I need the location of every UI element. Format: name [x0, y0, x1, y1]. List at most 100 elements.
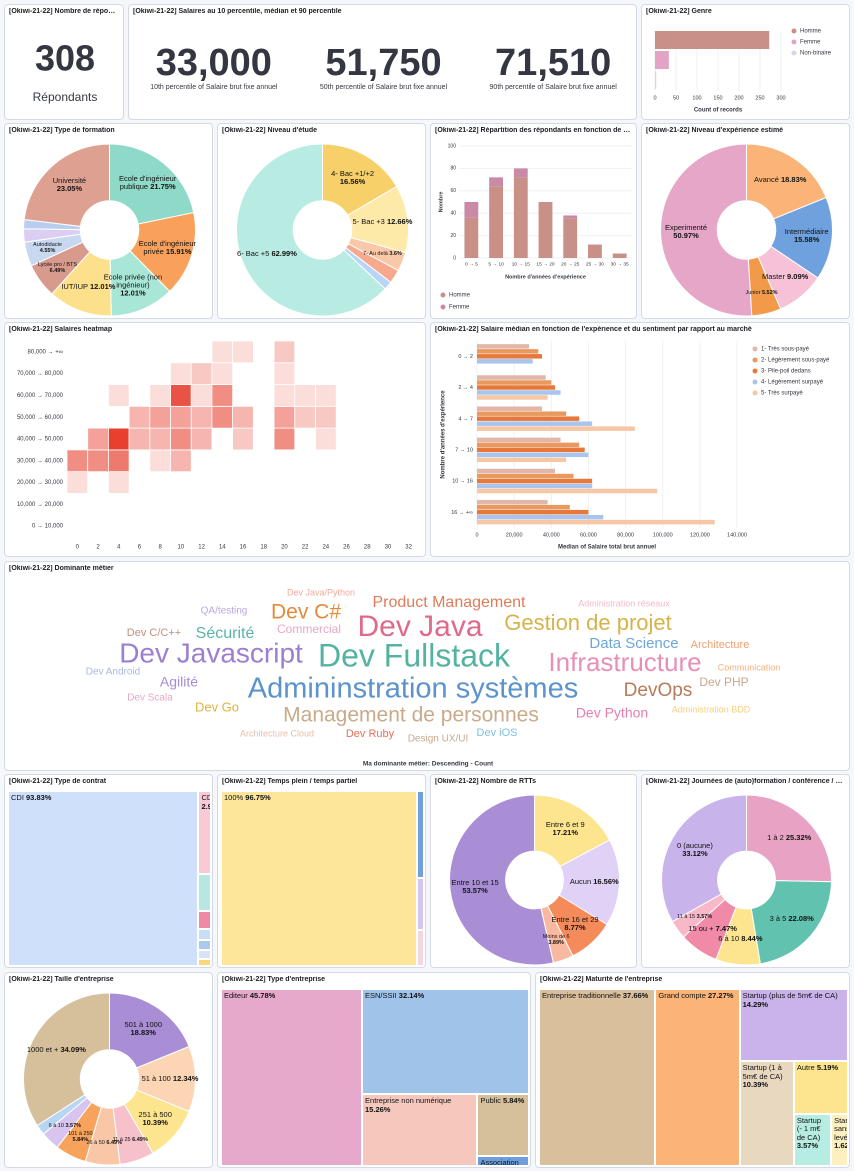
bar	[513, 168, 528, 178]
x-tick-label: 10	[178, 545, 185, 551]
panel: [Okiwi-21-22] Niveau d'étude 4- Bac +1/+2…	[217, 123, 426, 319]
legend-marker	[752, 357, 758, 363]
x-tick-label: 0	[653, 95, 656, 101]
slice-name: Ecole d'ingénieur publique	[119, 173, 177, 192]
metric-label: 90th percentile of Salaire brut fixe ann…	[490, 84, 618, 91]
legend-label: Homme	[800, 29, 822, 35]
word: Design UX/UI	[408, 734, 469, 745]
slice-name: 26 à 50	[86, 1140, 105, 1147]
word: Data Science	[589, 635, 678, 652]
slice-value: 12.34%	[172, 1073, 199, 1083]
y-tick-label: 0	[453, 255, 456, 261]
slice-name: 11 à 25	[112, 1137, 131, 1144]
slice-label: 1 à 2 25.32%	[759, 833, 819, 842]
slice-label: 5- Bac +3 12.66%	[352, 216, 413, 226]
bar	[477, 395, 548, 400]
heat-cell	[87, 427, 109, 451]
x-tick-label: 2	[96, 545, 100, 551]
slice-name: 251 à 500	[138, 1109, 172, 1119]
y-tick-label: 2 → 4	[458, 385, 473, 391]
slice-label: Lycée pro / BTS 6.49%	[37, 262, 77, 274]
slice-value: 3.89%	[548, 939, 564, 946]
bar	[477, 437, 561, 443]
y-tick-label: 60,000 → 70,000	[17, 393, 64, 399]
word: Dev Android	[86, 667, 140, 678]
x-tick-label: 200	[734, 95, 743, 101]
cell-value: 14.29%	[742, 999, 769, 1009]
x-tick-label: 100	[692, 95, 701, 101]
cell-name: Startup (1 à 5m€ de CA)	[742, 1063, 783, 1081]
x-tick-label: 14	[219, 545, 226, 551]
y-tick-label: 20,000 → 30,000	[17, 480, 64, 486]
pie-slice	[23, 143, 110, 227]
slice-label: 26 à 50 6.49%	[84, 1140, 124, 1146]
x-tick-label: 5 → 10	[488, 261, 504, 267]
x-tick-label: 24	[322, 545, 329, 551]
x-tick-label: 40,000	[543, 532, 560, 538]
panel: [Okiwi-21-22] Nombre de RTTs Entre 6 et 9…	[430, 774, 637, 968]
slice-value: 15.58%	[793, 235, 820, 245]
pie-slice	[558, 839, 620, 926]
y-tick-label: 0 → 10,000	[32, 524, 64, 530]
slice-name: 5- Bac +3	[352, 216, 385, 226]
slice-name: 0 (aucune)	[676, 840, 713, 850]
y-tick-label: 10 → 16	[452, 479, 473, 485]
treemap-cell: Entreprise non numérique 15.26%	[362, 1093, 478, 1166]
word: Administration BDD	[672, 704, 751, 714]
legend-label: Non-binaire	[800, 51, 832, 57]
x-axis-title: Count of records	[694, 108, 743, 114]
slice-name: Junior	[745, 289, 761, 296]
bar	[563, 218, 578, 258]
legend-label: 3- Pile-poil dedans	[761, 369, 811, 375]
panel: 0 20,000 40,000 60,000 80,000 100,000 120,000 1…	[430, 322, 850, 557]
x-axis-title: Median of Salaire total brut annuel	[558, 545, 656, 551]
bar	[563, 215, 578, 219]
metric-value: 51,750	[325, 42, 441, 84]
slice-label: Experimenté 50.97%	[656, 223, 716, 241]
word: Product Management	[373, 594, 527, 611]
x-tick-label: 100,000	[653, 532, 673, 538]
bar	[477, 442, 580, 448]
word: Infrastructure	[548, 647, 701, 677]
slice-label: Moins de 6 3.89%	[536, 934, 576, 946]
bar	[612, 253, 627, 258]
cell-name: CDI	[11, 793, 24, 802]
legend-marker	[752, 379, 758, 385]
heat-cell	[149, 427, 171, 451]
slice-value: 8.77%	[564, 922, 586, 932]
cell-value: 10.39%	[742, 1080, 769, 1090]
y-tick-label: 30,000 → 40,000	[17, 458, 64, 464]
heat-cell	[108, 427, 130, 451]
y-tick-label: 50,000 → 60,000	[17, 415, 64, 421]
cell-name: Entreprise non numérique	[365, 1095, 452, 1105]
slice-name: 6- Bac +5	[237, 248, 270, 258]
slice-label: 251 à 500 10.39%	[125, 1110, 185, 1127]
metric-value: 33,000	[156, 42, 272, 84]
y-tick-label: 16 → +∞	[451, 510, 473, 516]
cell-name: Startup sans levée	[834, 1115, 848, 1142]
slice-name: 6 à 10	[718, 934, 740, 944]
bar	[477, 478, 593, 484]
bar	[477, 452, 589, 458]
x-axis-title: Nombre d'années d'expérience	[505, 274, 586, 280]
y-axis-title: Nombre	[438, 192, 444, 213]
legend-marker	[791, 28, 797, 34]
slice-label: Entre 10 et 15 53.57%	[445, 878, 505, 895]
bar	[477, 499, 548, 505]
slice-name: Entre 10 et 15	[451, 877, 499, 887]
heat-cell	[128, 405, 151, 429]
slice-label: Entre 6 et 9 17.21%	[535, 820, 595, 837]
bar	[477, 504, 570, 510]
heat-cell	[273, 362, 296, 385]
bar	[477, 354, 542, 359]
panel: [Okiwi-21-22] Maturité de l'entreprise En…	[535, 972, 850, 1168]
slice-label: Ecole d'ingénieur privée 15.91%	[137, 239, 197, 256]
slice-name: Moins de 6	[542, 933, 570, 940]
treemap-cell: Public 5.84%	[477, 1093, 529, 1156]
slice-value: 3.6%	[389, 250, 402, 257]
heat-cell	[128, 427, 151, 451]
cell-name: Autre	[796, 1063, 815, 1073]
slice-label: Intermédiaire 15.58%	[777, 227, 837, 245]
slice-value: 3.57%	[65, 1122, 82, 1129]
panel-title: [Okiwi-21-22] Genre	[646, 8, 712, 15]
